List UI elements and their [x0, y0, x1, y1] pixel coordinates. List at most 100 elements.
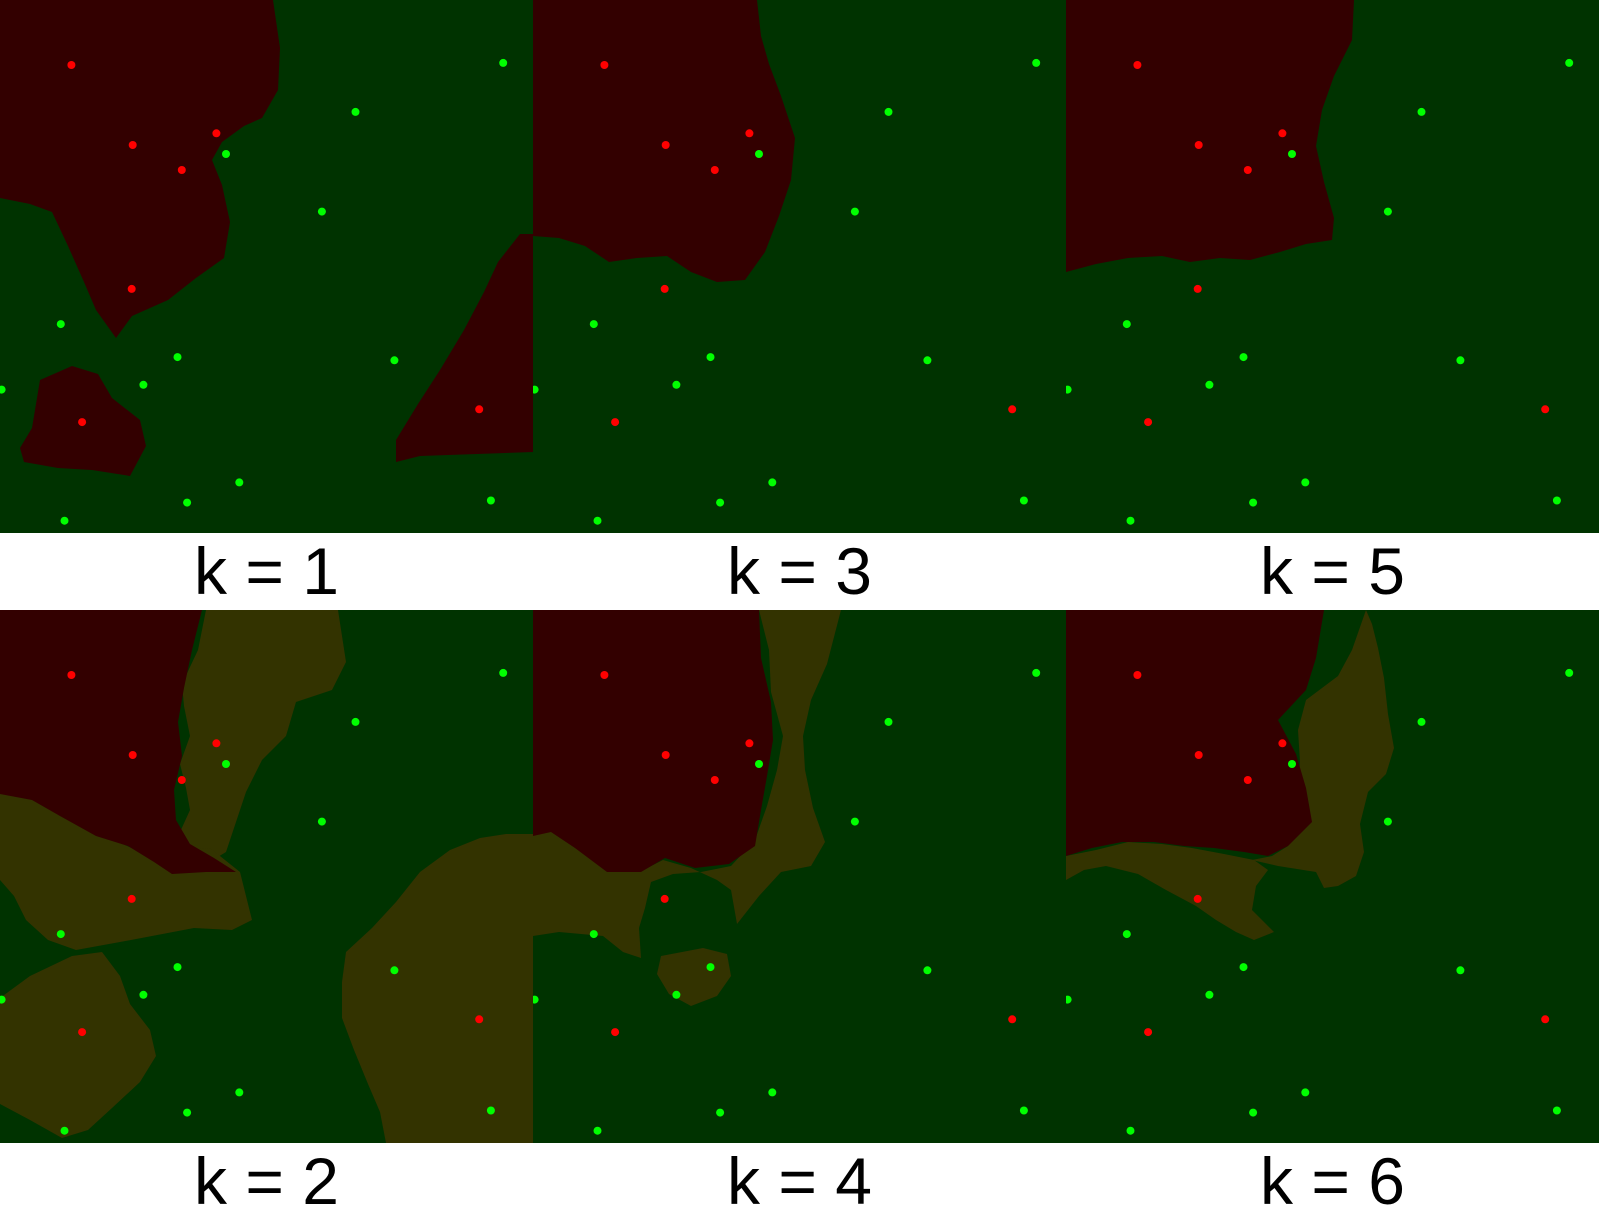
green-training-point-8: [533, 385, 539, 394]
panel-k1-plot: [0, 0, 533, 533]
green-training-point-8: [0, 995, 6, 1004]
green-training-point-4: [850, 817, 859, 826]
green-training-point-11: [1249, 1108, 1258, 1117]
green-training-point-1: [499, 58, 508, 67]
green-training-point-3: [222, 760, 230, 768]
green-training-point-6: [173, 963, 182, 972]
red-training-point-2: [128, 751, 137, 759]
red-training-point-3: [212, 129, 221, 138]
green-training-point-7: [923, 966, 932, 975]
red-training-point-1: [67, 61, 76, 69]
green-training-point-6: [706, 963, 715, 972]
green-training-point-3: [755, 150, 763, 158]
red-training-point-4: [1243, 776, 1252, 784]
red-training-point-6: [1144, 1028, 1153, 1037]
red-training-point-1: [600, 61, 609, 69]
red-training-point-5: [1193, 894, 1202, 903]
green-training-point-6: [706, 353, 715, 362]
green-training-point-3: [222, 150, 230, 158]
green-training-point-4: [317, 817, 326, 826]
red-training-point-2: [661, 751, 670, 759]
red-region: [533, 610, 773, 872]
green-training-point-10: [235, 478, 244, 487]
red-training-point-1: [1133, 61, 1142, 69]
red-training-point-4: [177, 776, 186, 784]
green-training-point-2: [351, 107, 360, 116]
red-training-point-3: [1278, 739, 1287, 748]
green-training-point-12: [593, 516, 602, 525]
red-training-point-7: [1008, 1015, 1017, 1024]
tie-region-center: [342, 834, 533, 1143]
caption-k3: k = 3: [727, 534, 872, 608]
red-training-point-3: [745, 739, 754, 748]
panel-k2: [0, 610, 533, 1143]
panel-k6-plot: [1066, 610, 1599, 1143]
panel-k3-plot: [533, 0, 1066, 533]
red-training-point-6: [611, 1028, 620, 1037]
tie-region-right-band: [1252, 610, 1394, 888]
green-training-point-11: [716, 498, 725, 507]
green-training-point-10: [235, 1088, 244, 1097]
red-training-point-5: [660, 284, 669, 293]
red-training-point-5: [660, 894, 669, 903]
tie-region-lower-band: [1066, 842, 1274, 940]
red-training-point-3: [212, 739, 221, 748]
caption-k2: k = 2: [194, 1144, 339, 1218]
green-training-point-8: [533, 995, 539, 1004]
red-training-point-3: [1278, 129, 1287, 138]
panel-k1: [0, 0, 533, 533]
green-training-point-10: [768, 1088, 777, 1097]
green-training-point-8: [1066, 385, 1072, 394]
panel-k5: [1066, 0, 1599, 533]
red-training-point-5: [127, 894, 136, 903]
green-training-point-12: [1126, 516, 1135, 525]
panel-k2-plot: [0, 610, 533, 1143]
red-training-point-7: [475, 1015, 484, 1024]
green-training-point-13: [486, 496, 495, 505]
green-training-point-2: [351, 717, 360, 726]
green-training-point-7: [390, 966, 399, 975]
caption-k1: k = 1: [194, 534, 339, 608]
red-training-point-4: [177, 166, 186, 174]
green-training-point-8: [1066, 995, 1072, 1004]
red-training-point-1: [1133, 671, 1142, 679]
green-training-point-13: [1552, 496, 1561, 505]
green-training-point-6: [1239, 353, 1248, 362]
tie-region-lower-left: [0, 952, 156, 1138]
green-training-point-1: [1032, 668, 1041, 677]
caption-k5: k = 5: [1260, 534, 1405, 608]
green-training-point-13: [1552, 1106, 1561, 1115]
green-training-point-7: [1456, 966, 1465, 975]
red-training-point-2: [1194, 751, 1203, 759]
green-training-point-1: [499, 668, 508, 677]
red-training-point-3: [745, 129, 754, 138]
green-training-point-9: [139, 380, 148, 389]
tie-region-left-band: [0, 792, 252, 950]
red-training-point-1: [600, 671, 609, 679]
green-training-point-9: [672, 990, 681, 999]
green-training-point-2: [884, 717, 893, 726]
green-training-point-3: [1288, 150, 1296, 158]
green-training-point-1: [1032, 58, 1041, 67]
green-training-point-4: [317, 207, 326, 216]
red-training-point-5: [127, 284, 136, 293]
green-training-point-10: [768, 478, 777, 487]
red-training-point-4: [710, 776, 719, 784]
red-training-point-7: [1541, 1015, 1550, 1024]
green-training-point-5: [1122, 930, 1131, 939]
green-training-point-13: [486, 1106, 495, 1115]
red-training-point-6: [78, 1028, 87, 1037]
red-training-point-2: [661, 141, 670, 149]
red-training-point-5: [1193, 284, 1202, 293]
green-training-point-1: [1565, 58, 1574, 67]
green-training-point-5: [589, 320, 598, 329]
green-training-point-1: [1565, 668, 1574, 677]
green-training-point-2: [1417, 107, 1426, 116]
green-training-point-9: [139, 990, 148, 999]
green-training-point-7: [1456, 356, 1465, 365]
green-training-point-11: [716, 1108, 725, 1117]
green-training-point-4: [1383, 817, 1392, 826]
panel-k3: [533, 0, 1066, 533]
red-training-point-6: [78, 418, 87, 427]
red-training-point-1: [67, 671, 76, 679]
